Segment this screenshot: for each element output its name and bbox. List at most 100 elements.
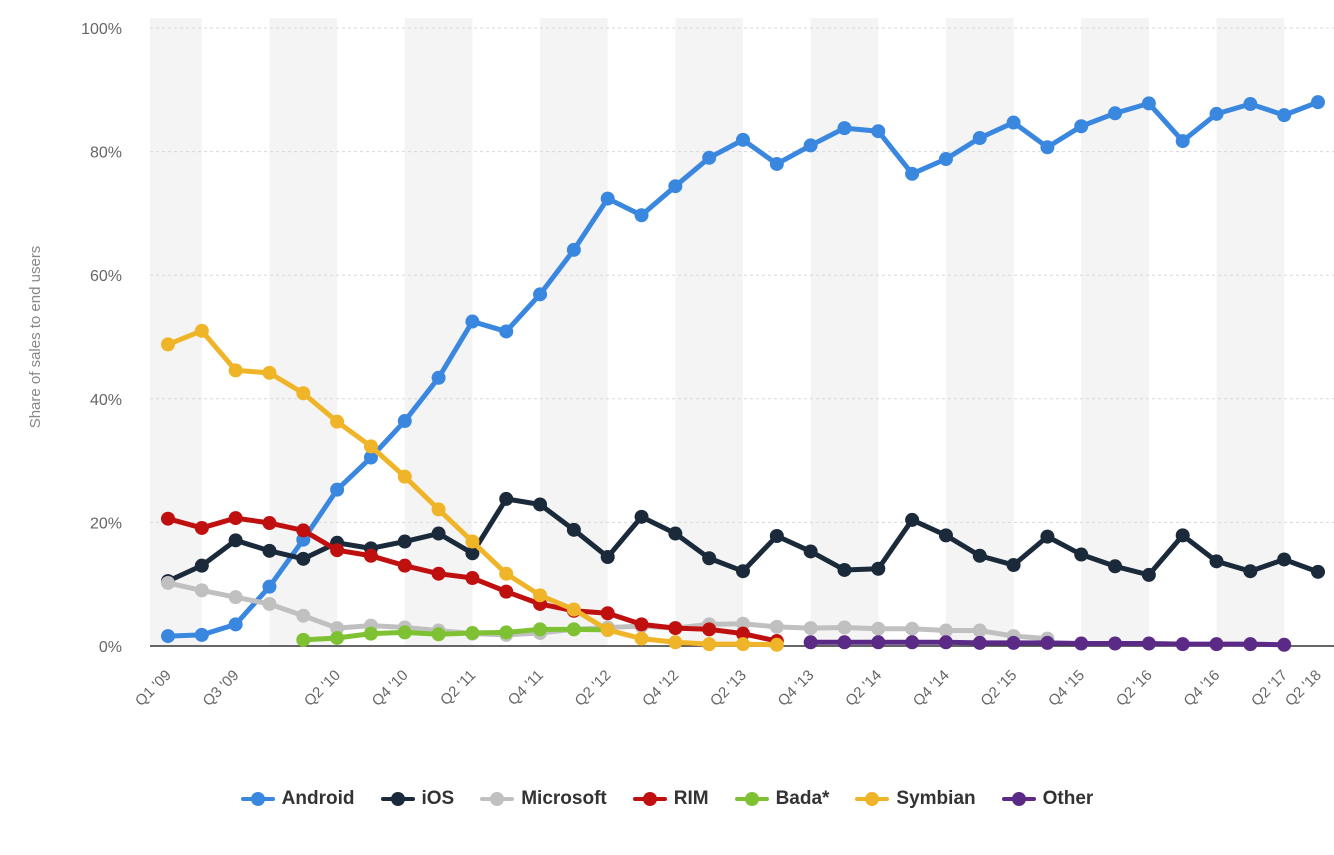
data-point[interactable] bbox=[397, 534, 412, 549]
data-point[interactable] bbox=[668, 179, 683, 194]
data-point[interactable] bbox=[905, 635, 920, 650]
data-point[interactable] bbox=[296, 551, 311, 566]
data-point[interactable] bbox=[228, 363, 243, 378]
data-point[interactable] bbox=[1277, 637, 1292, 652]
data-point[interactable] bbox=[1243, 564, 1258, 579]
data-point[interactable] bbox=[194, 583, 209, 598]
legend-item[interactable]: RIM bbox=[632, 788, 709, 810]
data-point[interactable] bbox=[397, 414, 412, 429]
data-point[interactable] bbox=[668, 621, 683, 636]
data-point[interactable] bbox=[296, 523, 311, 538]
data-point[interactable] bbox=[837, 620, 852, 635]
data-point[interactable] bbox=[194, 558, 209, 573]
data-point[interactable] bbox=[972, 623, 987, 638]
data-point[interactable] bbox=[1141, 567, 1156, 582]
data-point[interactable] bbox=[499, 491, 514, 506]
data-point[interactable] bbox=[871, 124, 886, 139]
data-point[interactable] bbox=[566, 242, 581, 257]
data-point[interactable] bbox=[1141, 96, 1156, 111]
data-point[interactable] bbox=[397, 625, 412, 640]
data-point[interactable] bbox=[1175, 134, 1190, 149]
data-point[interactable] bbox=[228, 617, 243, 632]
data-point[interactable] bbox=[296, 608, 311, 623]
data-point[interactable] bbox=[803, 635, 818, 650]
data-point[interactable] bbox=[1243, 97, 1258, 112]
data-point[interactable] bbox=[1040, 635, 1055, 650]
data-point[interactable] bbox=[1209, 554, 1224, 569]
data-point[interactable] bbox=[634, 509, 649, 524]
data-point[interactable] bbox=[363, 548, 378, 563]
data-point[interactable] bbox=[1141, 636, 1156, 651]
data-point[interactable] bbox=[431, 526, 446, 541]
data-point[interactable] bbox=[330, 543, 345, 558]
legend-item[interactable]: Android bbox=[240, 788, 355, 810]
data-point[interactable] bbox=[803, 621, 818, 636]
data-point[interactable] bbox=[566, 522, 581, 537]
data-point[interactable] bbox=[938, 635, 953, 650]
data-point[interactable] bbox=[330, 414, 345, 429]
data-point[interactable] bbox=[1311, 95, 1325, 110]
data-point[interactable] bbox=[1243, 637, 1258, 652]
data-point[interactable] bbox=[837, 635, 852, 650]
data-point[interactable] bbox=[465, 534, 480, 549]
data-point[interactable] bbox=[837, 562, 852, 577]
data-point[interactable] bbox=[1074, 636, 1089, 651]
legend-item[interactable]: iOS bbox=[380, 788, 454, 810]
data-point[interactable] bbox=[702, 150, 717, 165]
data-point[interactable] bbox=[431, 370, 446, 385]
data-point[interactable] bbox=[736, 637, 750, 652]
data-point[interactable] bbox=[499, 324, 514, 339]
data-point[interactable] bbox=[702, 551, 717, 566]
data-point[interactable] bbox=[431, 627, 446, 642]
data-point[interactable] bbox=[1006, 115, 1021, 130]
data-point[interactable] bbox=[600, 606, 615, 621]
data-point[interactable] bbox=[634, 617, 649, 632]
data-point[interactable] bbox=[465, 571, 480, 586]
data-point[interactable] bbox=[330, 621, 345, 636]
data-point[interactable] bbox=[262, 543, 277, 558]
data-point[interactable] bbox=[871, 635, 886, 650]
data-point[interactable] bbox=[465, 546, 480, 561]
data-point[interactable] bbox=[566, 602, 581, 617]
data-point[interactable] bbox=[600, 550, 615, 565]
data-point[interactable] bbox=[566, 622, 581, 637]
data-point[interactable] bbox=[161, 337, 175, 352]
data-point[interactable] bbox=[499, 584, 514, 599]
data-point[interactable] bbox=[533, 622, 548, 637]
data-point[interactable] bbox=[262, 579, 277, 594]
legend-item[interactable]: Other bbox=[1001, 788, 1093, 810]
data-point[interactable] bbox=[634, 631, 649, 646]
data-point[interactable] bbox=[465, 626, 480, 641]
data-point[interactable] bbox=[871, 561, 886, 576]
data-point[interactable] bbox=[431, 502, 446, 517]
data-point[interactable] bbox=[431, 566, 446, 581]
data-point[interactable] bbox=[1040, 529, 1055, 544]
data-point[interactable] bbox=[161, 575, 175, 590]
data-point[interactable] bbox=[1074, 119, 1089, 134]
data-point[interactable] bbox=[363, 626, 378, 641]
data-point[interactable] bbox=[533, 497, 548, 512]
data-point[interactable] bbox=[533, 588, 548, 603]
data-point[interactable] bbox=[194, 323, 209, 338]
data-point[interactable] bbox=[702, 637, 717, 652]
data-point[interactable] bbox=[465, 314, 480, 329]
data-point[interactable] bbox=[1277, 552, 1292, 567]
data-point[interactable] bbox=[363, 439, 378, 454]
data-point[interactable] bbox=[228, 511, 243, 526]
data-point[interactable] bbox=[803, 138, 818, 153]
data-point[interactable] bbox=[1006, 558, 1021, 573]
data-point[interactable] bbox=[228, 533, 243, 548]
data-point[interactable] bbox=[397, 469, 412, 484]
data-point[interactable] bbox=[837, 121, 852, 136]
data-point[interactable] bbox=[1108, 106, 1123, 121]
data-point[interactable] bbox=[1209, 637, 1224, 652]
data-point[interactable] bbox=[736, 132, 750, 147]
data-point[interactable] bbox=[228, 590, 243, 605]
data-point[interactable] bbox=[1006, 635, 1021, 650]
data-point[interactable] bbox=[905, 621, 920, 636]
data-point[interactable] bbox=[668, 526, 683, 541]
data-point[interactable] bbox=[600, 622, 615, 637]
data-point[interactable] bbox=[1311, 564, 1325, 579]
legend-item[interactable]: Microsoft bbox=[480, 788, 607, 810]
legend-item[interactable]: Bada* bbox=[734, 788, 829, 810]
